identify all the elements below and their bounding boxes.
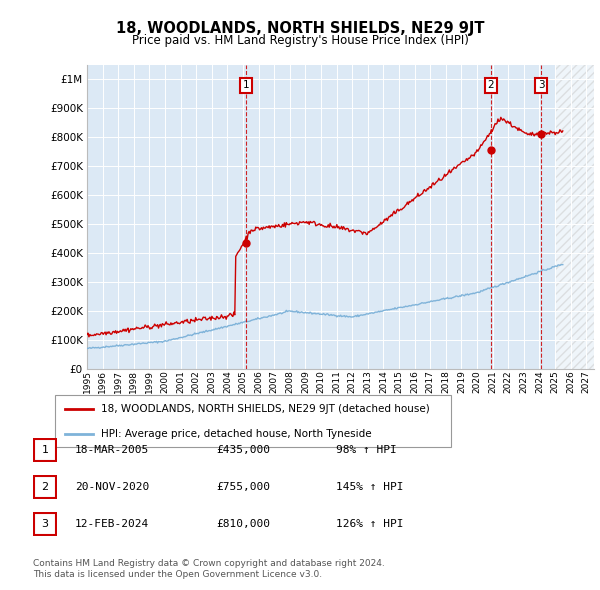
Text: Price paid vs. HM Land Registry's House Price Index (HPI): Price paid vs. HM Land Registry's House … — [131, 34, 469, 47]
Text: 3: 3 — [538, 80, 545, 90]
Text: 1: 1 — [243, 80, 250, 90]
Text: £810,000: £810,000 — [216, 519, 270, 529]
Bar — [555, 65, 594, 369]
Text: £755,000: £755,000 — [216, 482, 270, 492]
Text: 145% ↑ HPI: 145% ↑ HPI — [336, 482, 404, 492]
Text: Contains HM Land Registry data © Crown copyright and database right 2024.
This d: Contains HM Land Registry data © Crown c… — [33, 559, 385, 579]
Text: 126% ↑ HPI: 126% ↑ HPI — [336, 519, 404, 529]
Text: £435,000: £435,000 — [216, 445, 270, 455]
Text: 1: 1 — [41, 445, 49, 455]
Text: 2: 2 — [41, 482, 49, 492]
Text: 98% ↑ HPI: 98% ↑ HPI — [336, 445, 397, 455]
Text: 3: 3 — [41, 519, 49, 529]
Text: 12-FEB-2024: 12-FEB-2024 — [75, 519, 149, 529]
Text: 18, WOODLANDS, NORTH SHIELDS, NE29 9JT: 18, WOODLANDS, NORTH SHIELDS, NE29 9JT — [116, 21, 484, 35]
Text: 20-NOV-2020: 20-NOV-2020 — [75, 482, 149, 492]
Text: HPI: Average price, detached house, North Tyneside: HPI: Average price, detached house, Nort… — [101, 429, 371, 438]
Text: 18-MAR-2005: 18-MAR-2005 — [75, 445, 149, 455]
Text: 18, WOODLANDS, NORTH SHIELDS, NE29 9JT (detached house): 18, WOODLANDS, NORTH SHIELDS, NE29 9JT (… — [101, 404, 430, 414]
Text: 2: 2 — [488, 80, 494, 90]
